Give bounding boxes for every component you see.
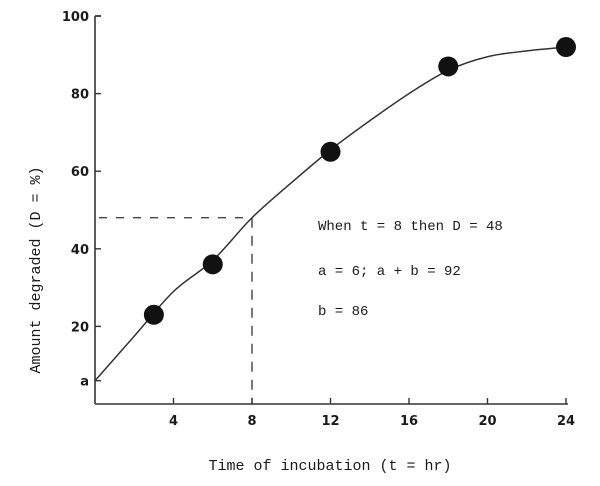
x-ticks xyxy=(172,398,567,404)
x-tick-label: 4 xyxy=(169,414,178,429)
y-tick-label: 60 xyxy=(71,165,89,180)
x-tick-label: 16 xyxy=(400,414,418,429)
y-tick-labels: a 20 40 60 80 100 xyxy=(62,10,89,390)
data-point xyxy=(438,56,459,77)
y-ticks xyxy=(95,15,101,382)
axes xyxy=(94,15,568,405)
y-tick-label: 80 xyxy=(71,88,89,103)
data-point xyxy=(202,254,223,275)
fitted-curve xyxy=(94,46,567,382)
data-point xyxy=(143,304,164,325)
annotation-line-2: a = 6; a + b = 92 xyxy=(318,264,461,280)
y-tick-label: 100 xyxy=(62,10,89,25)
x-tick-label: 24 xyxy=(557,414,575,429)
data-point xyxy=(556,37,576,58)
x-tick-label: 12 xyxy=(321,414,339,429)
annotation-line-1: When t = 8 then D = 48 xyxy=(318,219,503,235)
x-tick-label: 8 xyxy=(247,414,256,429)
y-tick-label: 40 xyxy=(71,243,89,258)
y-axis-label: Amount degraded (D = %) xyxy=(28,166,45,373)
data-points xyxy=(143,37,576,325)
x-axis-label: Time of incubation (t = hr) xyxy=(208,458,451,475)
data-point xyxy=(320,141,341,162)
x-tick-labels: 4 8 12 16 20 24 xyxy=(169,414,575,429)
y-tick-label: 20 xyxy=(71,320,89,335)
annotation-line-3: b = 86 xyxy=(318,304,368,320)
y-tick-label: a xyxy=(80,375,89,390)
x-tick-label: 20 xyxy=(478,414,496,429)
